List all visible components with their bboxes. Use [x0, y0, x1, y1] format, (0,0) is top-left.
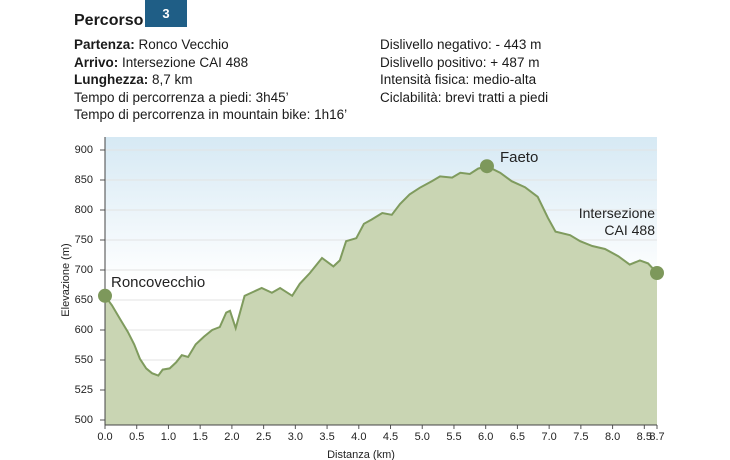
x-tick-label: 1.0 — [161, 431, 176, 443]
y-axis-title: Elevazione (m) — [60, 243, 72, 316]
line — [104, 165, 658, 377]
info-right: Dislivello negativo: - 443 m Dislivello p… — [380, 36, 548, 106]
x-tick-label: 8.7 — [649, 431, 664, 443]
marker — [479, 159, 494, 174]
x-axis-title: Distanza (km) — [327, 449, 395, 460]
info-value: Tempo di percorrenza in mountain bike: 1… — [74, 107, 348, 122]
point-label: Faeto — [499, 149, 539, 167]
x-tick-label: 4.5 — [383, 431, 398, 443]
point-label: Intersezione CAI 488 — [578, 205, 655, 238]
info-value: Ronco Vecchio — [138, 37, 229, 52]
y-tick-label: 750 — [75, 234, 93, 246]
y-tick-label: 525 — [75, 384, 93, 396]
y-tick-label: 500 — [75, 414, 93, 426]
x-tick-label: 2.5 — [256, 431, 271, 443]
y-tick-label: 650 — [75, 294, 93, 306]
x-tick-label: 8.5 — [637, 431, 652, 443]
x-tick-label: 3.5 — [319, 431, 334, 443]
point-label: Roncovecchio — [111, 273, 206, 291]
info-line: Tempo di percorrenza a piedi: 3h45’ — [74, 89, 347, 107]
x-tick-label: 4.0 — [351, 431, 366, 443]
x-tick-label: 1.5 — [193, 431, 208, 443]
y-tick-label: 900 — [75, 144, 93, 156]
badge: 3 — [145, 0, 187, 27]
x-tick-label: 7.5 — [573, 431, 588, 443]
x-tick-label: 8.0 — [605, 431, 620, 443]
info-line: Tempo di percorrenza in mountain bike: 1… — [74, 106, 347, 124]
x-tick-label: 5.5 — [446, 431, 461, 443]
area — [105, 166, 657, 425]
info-line: Dislivello positivo: + 487 m — [380, 54, 540, 70]
info-label: Partenza: — [74, 37, 135, 52]
x-tick-label: 7.0 — [541, 431, 556, 443]
x-tick-label: 0.0 — [97, 431, 112, 443]
info-value: Tempo di percorrenza a piedi: 3h45’ — [74, 89, 289, 105]
info-line: Ciclabilità: brevi tratti a piedi — [380, 89, 549, 105]
info-label: Lunghezza: — [74, 72, 149, 87]
x-tick-label: 6.5 — [510, 431, 525, 443]
x-tick-label: 6.0 — [478, 431, 493, 443]
info-line: Dislivello negativo: - 443 m — [380, 37, 542, 52]
info-label: Arrivo: — [74, 54, 119, 70]
title: Percorso — [74, 12, 144, 29]
info-line: Arrivo: Intersezione CAI 488 — [74, 54, 347, 72]
x-tick-label: 2.0 — [224, 431, 239, 443]
x-tick-label: 3.0 — [288, 431, 303, 443]
info-value: 8,7 km — [152, 72, 193, 87]
marker — [650, 266, 664, 280]
marker — [98, 288, 112, 303]
y-tick-label: 800 — [75, 204, 93, 216]
info-value: Intersezione CAI 488 — [122, 54, 249, 70]
y-tick-label: 700 — [75, 264, 93, 276]
info-line: Lunghezza: 8,7 km — [74, 71, 347, 89]
x-tick-label: 5.0 — [415, 431, 430, 443]
info-line: Intensità fisica: medio-alta — [380, 72, 537, 87]
info-line: Partenza: Ronco Vecchio — [74, 36, 347, 54]
y-tick-label: 550 — [75, 354, 93, 366]
x-tick-label: 0.5 — [129, 431, 144, 443]
info-left: Partenza: Ronco Vecchio Arrivo: Intersezi… — [74, 36, 347, 124]
y-tick-label: 600 — [75, 324, 93, 336]
y-tick-label: 850 — [75, 174, 93, 186]
